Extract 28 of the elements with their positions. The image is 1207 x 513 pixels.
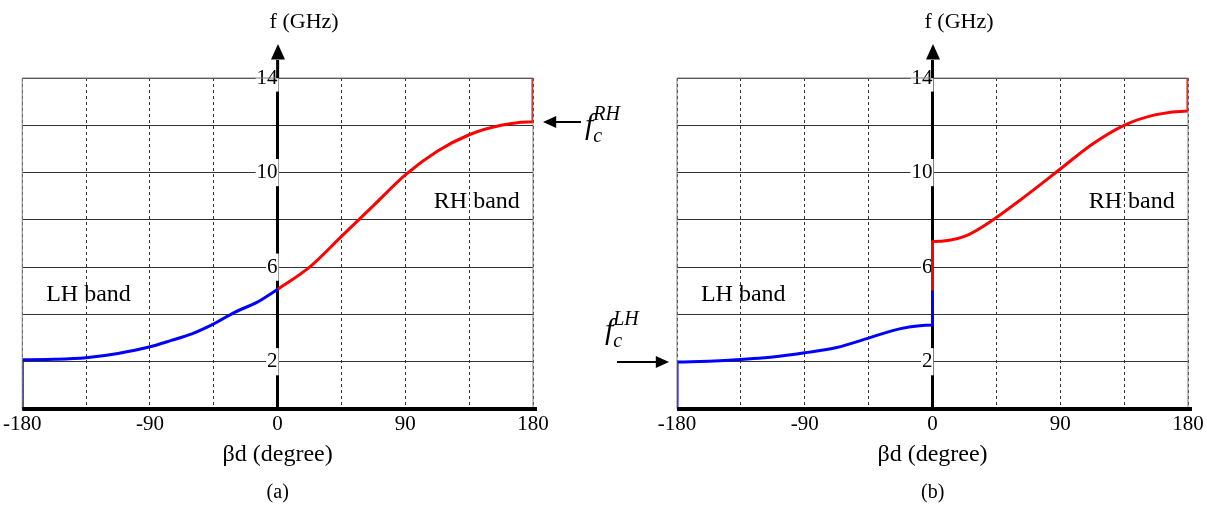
x-axis-title: βd (degree) (877, 439, 988, 466)
line-series (22, 287, 280, 409)
x-tick-label: -90 (790, 411, 819, 436)
x-axis-title: βd (degree) (222, 439, 333, 466)
x-tick-label: 90 (394, 411, 416, 436)
y-axis-title: f (GHz) (269, 7, 339, 33)
y-tick-label: 2 (922, 348, 933, 373)
y-tick-label: 14 (911, 64, 933, 89)
x-tick-label: 90 (1049, 411, 1071, 436)
annotation: RH band (1088, 187, 1175, 214)
y-tick-label: 14 (256, 64, 279, 89)
x-tick-label: 180 (517, 411, 549, 436)
annotation: LH band (700, 280, 786, 307)
annotation: RH band (433, 187, 520, 214)
y-tick-label: 10 (911, 159, 933, 184)
y-tick-label: 10 (256, 159, 278, 184)
annotation: LH band (46, 280, 131, 307)
x-tick-label: -180 (657, 411, 697, 436)
y-tick-label: 6 (267, 253, 278, 278)
text: (b) (921, 480, 945, 502)
x-tick-label: 0 (927, 411, 938, 436)
x-tick-label: 180 (1172, 411, 1204, 436)
text: (a) (266, 480, 289, 502)
x-tick-label: -180 (3, 411, 42, 436)
x-tick-label: -90 (135, 411, 164, 436)
y-axis-title: f (GHz) (924, 7, 994, 33)
y-tick-label: 2 (267, 348, 278, 373)
x-tick-label: 0 (272, 411, 283, 436)
